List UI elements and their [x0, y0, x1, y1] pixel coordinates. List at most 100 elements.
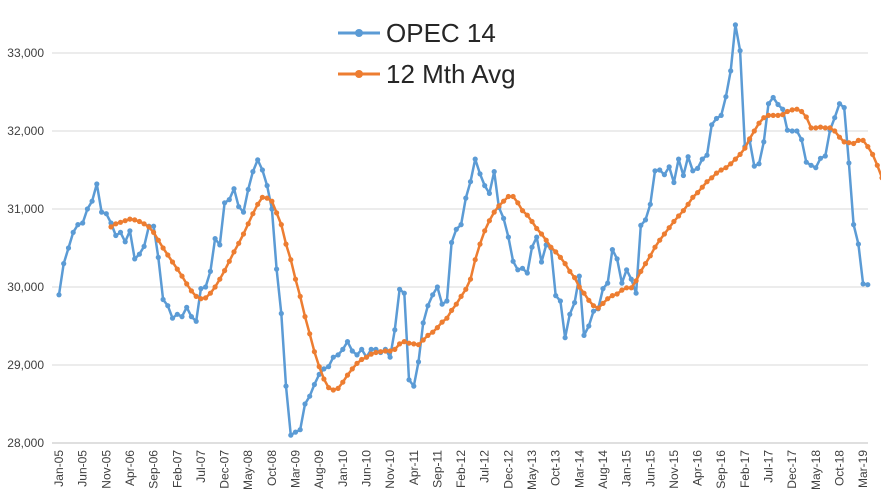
- data-point: [713, 170, 720, 176]
- data-point: [770, 112, 776, 118]
- data-point: [226, 197, 232, 203]
- data-point: [496, 203, 502, 209]
- data-point: [751, 163, 757, 169]
- data-point: [397, 341, 403, 347]
- data-point: [155, 237, 161, 243]
- data-point: [642, 261, 649, 267]
- data-point: [174, 266, 180, 272]
- data-point: [666, 164, 672, 170]
- series-12mth-avg: [108, 106, 881, 393]
- data-point: [723, 165, 729, 171]
- data-point: [538, 259, 545, 265]
- data-point: [378, 349, 384, 355]
- data-point: [188, 288, 194, 294]
- data-point: [638, 268, 644, 274]
- data-point: [354, 352, 360, 358]
- data-point: [505, 234, 511, 240]
- data-point: [65, 245, 72, 251]
- data-point: [56, 292, 62, 298]
- data-point: [647, 201, 653, 207]
- data-point: [576, 284, 582, 290]
- data-point: [330, 354, 336, 360]
- data-point: [704, 152, 710, 158]
- data-point: [70, 229, 76, 235]
- data-point: [676, 156, 682, 162]
- data-point: [373, 349, 379, 356]
- data-point: [222, 268, 228, 274]
- data-point: [184, 281, 190, 287]
- data-point: [151, 223, 157, 229]
- data-point: [340, 346, 346, 352]
- data-point: [401, 290, 407, 296]
- data-point: [420, 320, 426, 326]
- data-point: [297, 427, 303, 433]
- data-point: [141, 243, 147, 249]
- data-point: [501, 215, 507, 221]
- data-point: [174, 311, 180, 317]
- data-point: [61, 261, 67, 267]
- data-point: [529, 244, 535, 250]
- data-point: [292, 276, 299, 282]
- x-tick-label: Feb-12: [454, 450, 468, 488]
- data-point: [439, 319, 445, 325]
- data-point: [449, 307, 455, 313]
- data-point: [557, 298, 564, 304]
- data-point: [297, 293, 303, 299]
- data-point: [278, 222, 284, 228]
- data-point: [761, 139, 767, 145]
- data-point: [614, 256, 620, 262]
- data-point: [751, 128, 757, 134]
- x-tick-label: Jun-10: [359, 450, 373, 487]
- data-point: [368, 351, 374, 357]
- data-point: [680, 172, 687, 179]
- data-point: [307, 331, 313, 337]
- data-point: [562, 335, 568, 341]
- data-point: [203, 284, 209, 290]
- data-point: [236, 240, 242, 246]
- data-point: [292, 429, 299, 435]
- data-point: [510, 258, 516, 264]
- data-point: [515, 267, 521, 273]
- data-point: [184, 304, 190, 310]
- data-point: [624, 285, 630, 291]
- data-point: [590, 308, 597, 314]
- data-point: [397, 286, 403, 292]
- data-point: [472, 156, 478, 162]
- data-point: [737, 48, 743, 54]
- data-point: [217, 242, 223, 248]
- data-point: [718, 112, 724, 118]
- data-point: [784, 127, 791, 133]
- data-point: [354, 360, 360, 366]
- x-tick-label: Aug-14: [596, 450, 610, 489]
- data-point: [165, 303, 171, 309]
- x-tick-label: Mar-14: [572, 450, 586, 488]
- data-point: [99, 209, 105, 215]
- data-point: [425, 332, 431, 338]
- data-point: [449, 239, 455, 246]
- data-point: [401, 339, 407, 345]
- data-point: [368, 346, 374, 352]
- data-point: [817, 155, 824, 161]
- data-point: [392, 327, 398, 333]
- data-point: [534, 234, 540, 240]
- data-point: [179, 273, 185, 279]
- data-point: [307, 393, 313, 399]
- data-point: [562, 261, 568, 267]
- data-point: [113, 221, 119, 227]
- series-layer: [56, 22, 881, 438]
- data-point: [382, 348, 388, 354]
- data-point: [581, 290, 587, 296]
- data-point: [628, 276, 634, 282]
- x-tick-label: Jun-05: [76, 450, 90, 487]
- data-point: [836, 134, 843, 140]
- data-point: [524, 212, 530, 218]
- data-point: [326, 364, 332, 370]
- x-tick-label: Sep-16: [714, 450, 728, 489]
- legend-item-12mth-avg: 12 Mth Avg: [338, 59, 516, 89]
- x-tick-label: Apr-16: [691, 450, 705, 486]
- data-point: [633, 278, 639, 284]
- data-point: [491, 209, 497, 215]
- x-tick-label: Feb-17: [738, 450, 752, 488]
- data-point: [808, 125, 814, 131]
